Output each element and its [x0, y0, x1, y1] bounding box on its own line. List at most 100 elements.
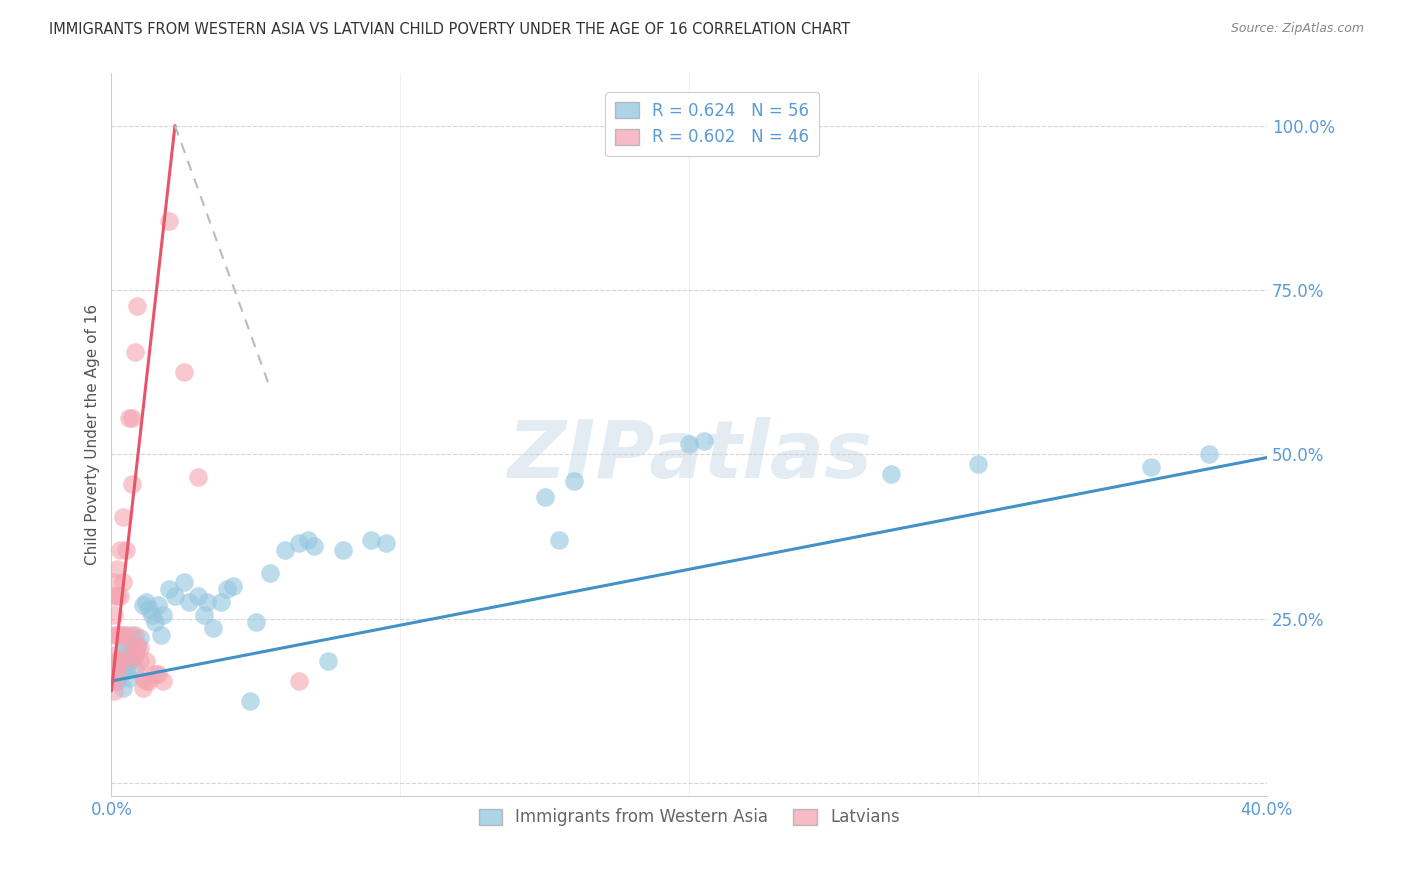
- Point: [124, 644, 146, 658]
- Point: [138, 674, 160, 689]
- Point: [103, 628, 125, 642]
- Point: [302, 539, 325, 553]
- Point: [103, 648, 125, 662]
- Point: [1140, 460, 1163, 475]
- Point: [163, 589, 186, 603]
- Point: [124, 345, 146, 359]
- Point: [678, 437, 700, 451]
- Point: [105, 654, 128, 668]
- Point: [103, 674, 125, 689]
- Point: [115, 634, 138, 648]
- Point: [173, 365, 195, 379]
- Point: [135, 654, 157, 668]
- Point: [297, 533, 319, 547]
- Point: [288, 536, 311, 550]
- Point: [152, 608, 174, 623]
- Point: [880, 467, 903, 481]
- Point: [108, 628, 131, 642]
- Point: [548, 533, 571, 547]
- Point: [129, 641, 152, 656]
- Text: IMMIGRANTS FROM WESTERN ASIA VS LATVIAN CHILD POVERTY UNDER THE AGE OF 16 CORREL: IMMIGRANTS FROM WESTERN ASIA VS LATVIAN …: [49, 22, 851, 37]
- Point: [105, 628, 128, 642]
- Point: [692, 434, 714, 449]
- Point: [115, 542, 138, 557]
- Point: [118, 671, 141, 685]
- Point: [149, 628, 172, 642]
- Point: [127, 299, 149, 313]
- Point: [111, 628, 134, 642]
- Point: [124, 661, 146, 675]
- Point: [103, 589, 125, 603]
- Point: [288, 674, 311, 689]
- Point: [118, 654, 141, 668]
- Point: [173, 575, 195, 590]
- Point: [111, 644, 134, 658]
- Point: [967, 457, 990, 471]
- Point: [135, 595, 157, 609]
- Point: [127, 641, 149, 656]
- Point: [132, 599, 155, 613]
- Point: [157, 214, 180, 228]
- Y-axis label: Child Poverty Under the Age of 16: Child Poverty Under the Age of 16: [86, 304, 100, 566]
- Point: [115, 664, 138, 678]
- Point: [111, 654, 134, 668]
- Point: [103, 575, 125, 590]
- Point: [146, 599, 169, 613]
- Point: [215, 582, 238, 596]
- Point: [124, 648, 146, 662]
- Point: [209, 595, 232, 609]
- Point: [105, 654, 128, 668]
- Point: [105, 667, 128, 681]
- Point: [111, 509, 134, 524]
- Point: [138, 601, 160, 615]
- Point: [108, 589, 131, 603]
- Point: [103, 661, 125, 675]
- Legend: Immigrants from Western Asia, Latvians: Immigrants from Western Asia, Latvians: [470, 800, 908, 835]
- Point: [259, 566, 281, 580]
- Point: [105, 589, 128, 603]
- Point: [132, 681, 155, 695]
- Point: [105, 562, 128, 576]
- Point: [533, 490, 555, 504]
- Point: [245, 615, 267, 629]
- Point: [103, 684, 125, 698]
- Point: [108, 651, 131, 665]
- Point: [195, 595, 218, 609]
- Point: [127, 638, 149, 652]
- Point: [239, 694, 262, 708]
- Point: [108, 654, 131, 668]
- Point: [108, 542, 131, 557]
- Point: [274, 542, 297, 557]
- Point: [135, 674, 157, 689]
- Text: ZIPatlas: ZIPatlas: [506, 417, 872, 495]
- Point: [332, 542, 354, 557]
- Point: [222, 579, 245, 593]
- Point: [143, 615, 166, 629]
- Point: [1198, 447, 1220, 461]
- Point: [143, 667, 166, 681]
- Point: [129, 632, 152, 646]
- Point: [316, 654, 339, 668]
- Point: [152, 674, 174, 689]
- Point: [105, 674, 128, 689]
- Point: [111, 575, 134, 590]
- Point: [121, 651, 143, 665]
- Point: [187, 470, 209, 484]
- Point: [118, 411, 141, 425]
- Point: [201, 622, 224, 636]
- Point: [108, 667, 131, 681]
- Point: [193, 608, 215, 623]
- Point: [146, 667, 169, 681]
- Point: [103, 671, 125, 685]
- Point: [360, 533, 382, 547]
- Point: [562, 474, 585, 488]
- Point: [121, 411, 143, 425]
- Point: [121, 641, 143, 656]
- Point: [111, 681, 134, 695]
- Point: [187, 589, 209, 603]
- Point: [374, 536, 396, 550]
- Point: [103, 661, 125, 675]
- Point: [124, 628, 146, 642]
- Point: [141, 608, 163, 623]
- Text: Source: ZipAtlas.com: Source: ZipAtlas.com: [1230, 22, 1364, 36]
